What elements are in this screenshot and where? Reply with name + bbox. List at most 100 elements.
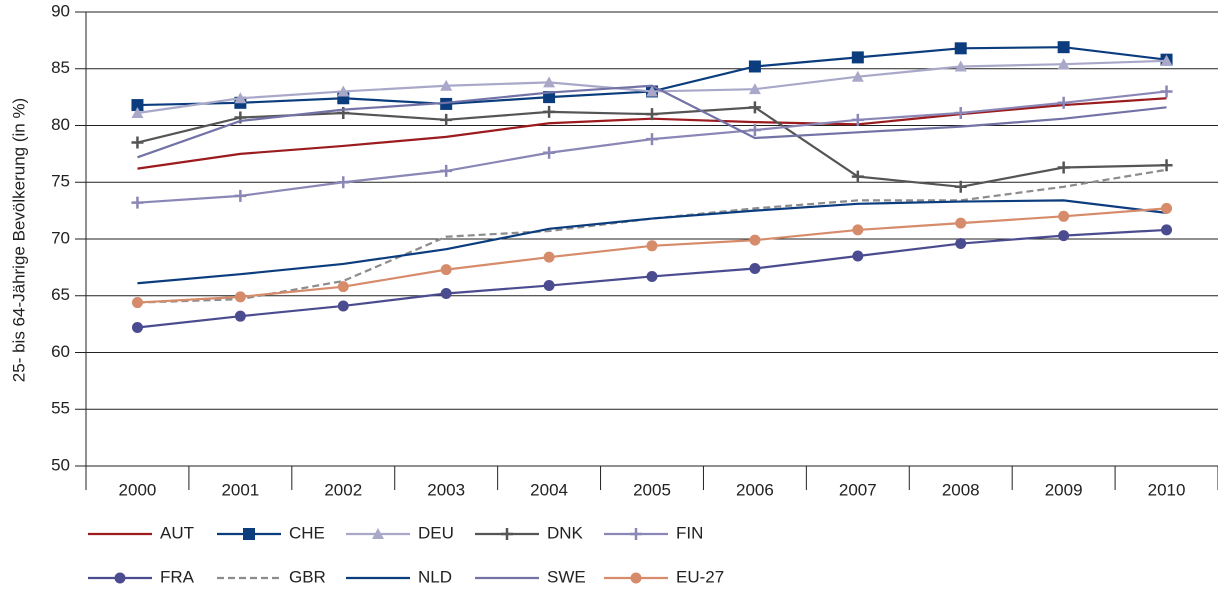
x-tick-label: 2000 <box>119 480 157 499</box>
marker <box>440 164 453 177</box>
marker <box>955 238 967 250</box>
marker <box>1058 230 1070 242</box>
y-axis-label: 25- bis 64-Jährige Bevölkerung (in %) <box>9 98 28 382</box>
marker <box>646 240 658 252</box>
marker <box>852 224 864 236</box>
marker <box>851 51 864 64</box>
x-tick-label: 2003 <box>427 480 465 499</box>
marker <box>851 170 864 183</box>
y-tick-label: 85 <box>51 58 70 77</box>
marker <box>1057 96 1070 109</box>
marker <box>440 97 453 110</box>
marker <box>337 300 349 312</box>
marker <box>234 291 246 303</box>
marker <box>748 60 761 73</box>
legend-label: DNK <box>547 523 584 542</box>
marker <box>131 99 144 112</box>
legend-label: EU-27 <box>676 567 724 586</box>
marker <box>1160 54 1173 66</box>
marker <box>131 322 143 334</box>
marker <box>131 297 143 309</box>
marker <box>646 85 658 97</box>
marker <box>337 85 350 97</box>
marker <box>1057 161 1070 174</box>
legend-label: CHE <box>289 523 325 542</box>
legend-label: SWE <box>547 567 586 586</box>
marker <box>440 287 452 299</box>
marker <box>646 108 658 121</box>
marker <box>749 263 761 275</box>
marker <box>954 107 967 120</box>
x-tick-label: 2007 <box>839 480 877 499</box>
marker <box>440 79 453 91</box>
marker <box>372 528 384 539</box>
marker <box>852 250 864 262</box>
marker <box>851 70 864 82</box>
x-tick-label: 2010 <box>1148 480 1186 499</box>
marker <box>543 280 555 292</box>
marker <box>543 105 556 118</box>
marker <box>1161 224 1173 236</box>
x-tick-label: 2009 <box>1045 480 1083 499</box>
marker <box>131 136 144 149</box>
legend-label: GBR <box>289 567 326 586</box>
marker <box>440 264 452 276</box>
marker <box>440 113 453 126</box>
marker <box>131 196 144 209</box>
marker <box>646 133 658 146</box>
x-tick-label: 2001 <box>221 480 259 499</box>
marker <box>1160 159 1173 172</box>
marker <box>543 76 556 88</box>
series-line <box>137 90 1167 204</box>
legend-label: DEU <box>418 523 454 542</box>
x-tick-label: 2004 <box>530 480 568 499</box>
marker <box>955 217 967 229</box>
marker <box>954 180 967 193</box>
marker <box>1161 202 1173 214</box>
marker <box>630 572 642 584</box>
y-tick-label: 60 <box>51 342 70 361</box>
marker <box>1057 41 1070 54</box>
y-tick-label: 80 <box>51 115 70 134</box>
marker <box>243 528 255 540</box>
marker <box>1058 210 1070 222</box>
x-tick-label: 2005 <box>633 480 671 499</box>
marker <box>748 83 761 95</box>
marker <box>114 572 126 584</box>
marker <box>630 528 642 540</box>
series-line <box>137 207 1167 304</box>
marker <box>954 60 967 72</box>
marker <box>234 92 247 104</box>
marker <box>337 281 349 293</box>
y-tick-label: 65 <box>51 285 70 304</box>
x-tick-label: 2008 <box>942 480 980 499</box>
marker <box>748 101 761 114</box>
marker <box>646 270 658 282</box>
x-tick-label: 2002 <box>324 480 362 499</box>
y-tick-label: 55 <box>51 399 70 418</box>
series-line <box>137 168 1167 304</box>
x-tick-label: 2006 <box>736 480 774 499</box>
marker <box>131 107 144 119</box>
marker <box>954 42 967 55</box>
series-line <box>137 199 1167 285</box>
series-line <box>137 84 1167 159</box>
marker <box>543 146 556 159</box>
marker <box>234 189 247 202</box>
legend-label: NLD <box>418 567 452 586</box>
legend-label: FIN <box>676 523 703 542</box>
y-tick-label: 75 <box>51 172 70 191</box>
marker <box>749 234 761 246</box>
y-tick-label: 50 <box>51 455 70 474</box>
marker <box>748 124 761 137</box>
marker <box>543 251 555 263</box>
marker <box>1057 58 1070 70</box>
y-tick-label: 90 <box>51 1 70 20</box>
legend-label: FRA <box>160 567 195 586</box>
marker <box>851 113 864 126</box>
marker <box>501 528 513 540</box>
legend-label: AUT <box>160 523 194 542</box>
y-tick-label: 70 <box>51 228 70 247</box>
marker <box>337 176 350 189</box>
